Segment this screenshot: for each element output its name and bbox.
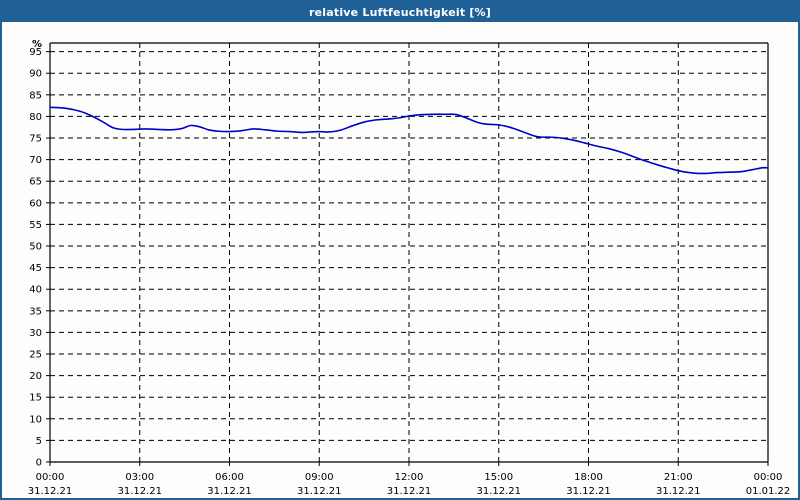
- y-tick-label: 15: [29, 393, 42, 404]
- x-axis-ticks: [49, 462, 769, 466]
- x-tick-time-label: 06:00: [215, 472, 244, 483]
- x-tick-time-label: 15:00: [484, 472, 513, 483]
- x-tick-date-label: 31.12.21: [476, 486, 521, 497]
- y-tick-label: 45: [29, 263, 42, 274]
- y-tick-label: 60: [29, 198, 42, 209]
- chart-svg: 0 5 10 15 20 25 30 35 40 45 50 55 60 65 70 75 80 85 90 95 0…: [2, 22, 798, 498]
- x-tick-date-label: 01.01.22: [746, 486, 791, 497]
- y-tick-label: 10: [29, 414, 42, 425]
- x-tick-date-label: 31.12.21: [207, 486, 252, 497]
- horizontal-gridlines: [50, 51, 768, 441]
- humidity-series-line: [49, 106, 769, 175]
- x-tick-time-label: 09:00: [305, 472, 334, 483]
- y-tick-label: 0: [36, 458, 42, 469]
- window-title-bar: relative Luftfeuchtigkeit [%]: [2, 2, 798, 22]
- chart-canvas: 0 5 10 15 20 25 30 35 40 45 50 55 60 65 70 75 80 85 90 95 0…: [2, 22, 798, 498]
- x-axis-labels: 00:00 31.12.21 03:00 31.12.21 06:00 31.12.21 0…: [28, 472, 791, 497]
- x-tick-date-label: 31.12.21: [566, 486, 611, 497]
- x-tick-date-label: 31.12.21: [656, 486, 701, 497]
- y-tick-label: 85: [29, 90, 42, 101]
- x-tick-date-label: 31.12.21: [117, 486, 162, 497]
- y-tick-label: 65: [29, 177, 42, 188]
- y-tick-label: 40: [29, 285, 42, 296]
- y-tick-label: 5: [36, 436, 42, 447]
- y-tick-label: 90: [29, 69, 42, 80]
- vertical-gridlines: [139, 43, 679, 462]
- y-axis-labels: 0 5 10 15 20 25 30 35 40 45 50 55 60 65 70 75 80 85 90 95: [29, 47, 42, 468]
- page-title: relative Luftfeuchtigkeit [%]: [309, 5, 491, 19]
- y-tick-label: 55: [29, 220, 42, 231]
- y-tick-label: 95: [29, 47, 42, 58]
- y-tick-label: 30: [29, 328, 42, 339]
- x-tick-date-label: 31.12.21: [28, 486, 73, 497]
- x-tick-time-label: 00:00: [754, 472, 783, 483]
- x-tick-date-label: 31.12.21: [297, 486, 342, 497]
- x-tick-time-label: 00:00: [36, 472, 65, 483]
- x-tick-time-label: 03:00: [125, 472, 154, 483]
- y-tick-label: 80: [29, 112, 42, 123]
- y-tick-label: 20: [29, 371, 42, 382]
- y-axis-ticks: [46, 51, 50, 463]
- x-tick-time-label: 21:00: [664, 472, 693, 483]
- y-tick-label: 35: [29, 306, 42, 317]
- x-tick-time-label: 18:00: [574, 472, 603, 483]
- y-axis-unit-label: %: [32, 39, 42, 50]
- y-tick-label: 50: [29, 242, 42, 253]
- y-tick-label: 75: [29, 134, 42, 145]
- y-tick-label: 70: [29, 155, 42, 166]
- x-tick-date-label: 31.12.21: [387, 486, 432, 497]
- x-tick-time-label: 12:00: [395, 472, 424, 483]
- y-tick-label: 25: [29, 350, 42, 361]
